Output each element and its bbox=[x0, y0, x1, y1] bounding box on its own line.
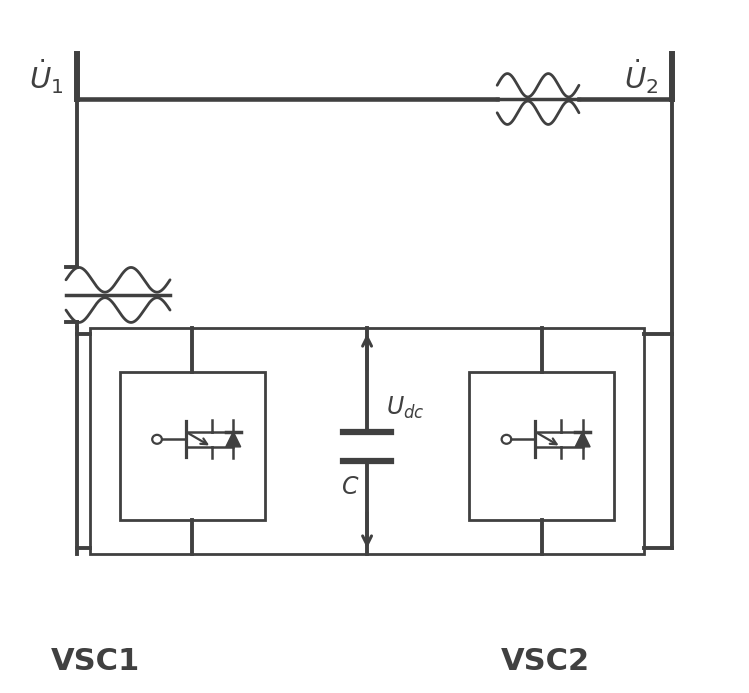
Bar bbox=[120, 372, 265, 520]
Bar bbox=[470, 372, 614, 520]
Text: $\dot{U}_2$: $\dot{U}_2$ bbox=[624, 57, 658, 96]
Text: VSC2: VSC2 bbox=[501, 647, 590, 676]
Text: $\dot{U}_1$: $\dot{U}_1$ bbox=[28, 57, 64, 96]
Text: $U_{dc}$: $U_{dc}$ bbox=[386, 395, 424, 421]
Polygon shape bbox=[575, 432, 590, 447]
Bar bbox=[90, 328, 644, 554]
Polygon shape bbox=[225, 432, 240, 447]
Text: VSC1: VSC1 bbox=[51, 647, 140, 676]
Text: $C$: $C$ bbox=[341, 476, 360, 499]
